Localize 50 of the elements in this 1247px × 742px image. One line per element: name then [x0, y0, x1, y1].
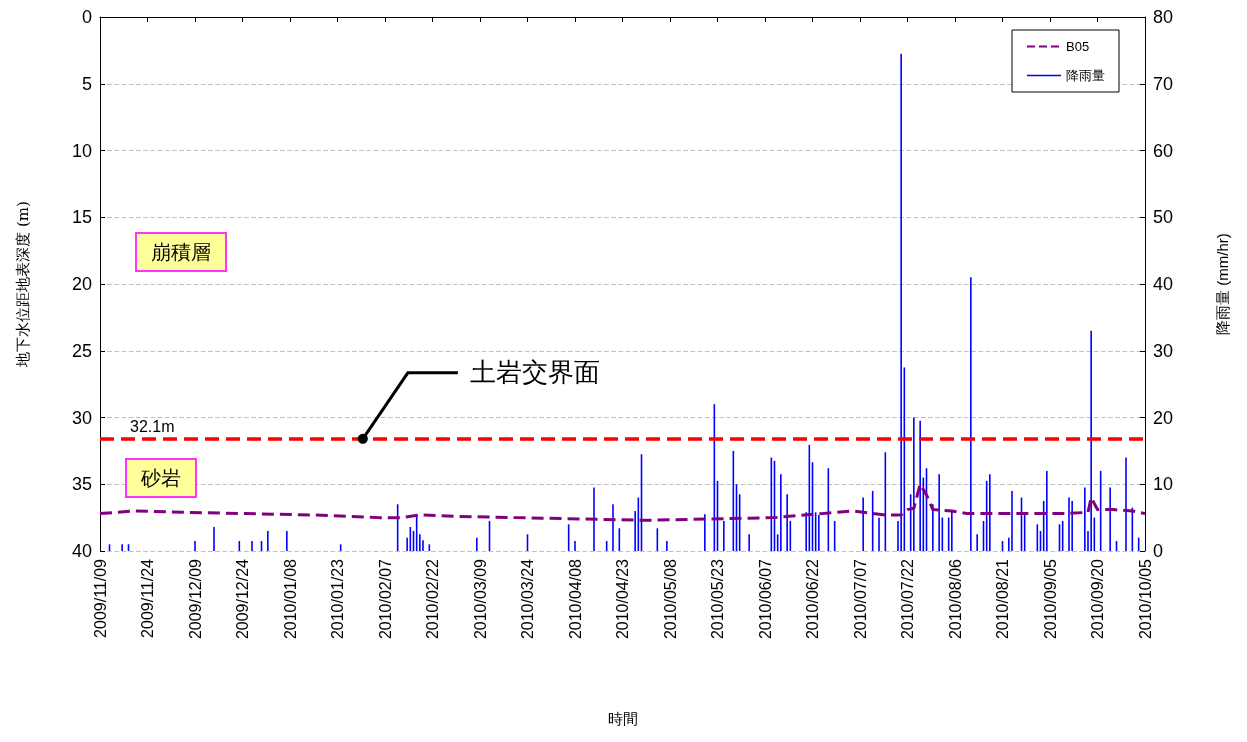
y-tick-label: 15 [71, 207, 92, 228]
x-tick-label: 2009/12/24 [234, 558, 251, 640]
x-tick-label: 2010/02/07 [376, 558, 394, 640]
x-tick-label: 2010/07/22 [899, 558, 916, 640]
y2-tick-label: 50 [1153, 207, 1174, 228]
x-tick-label: 2010/06/07 [756, 558, 774, 640]
y2-tick-label: 0 [1153, 541, 1164, 561]
x-tick-label: 2010/05/23 [709, 558, 726, 640]
x-tick-label: 2010/05/08 [661, 558, 679, 640]
y2-tick-label: 40 [1153, 274, 1174, 294]
x-tick-label: 2010/02/22 [424, 558, 441, 640]
legend-label: B05 [1066, 39, 1090, 54]
x-tick-label: 2010/08/06 [946, 558, 964, 640]
x-tick-label: 2010/04/08 [566, 558, 584, 640]
x-tick-label: 2010/03/24 [519, 558, 536, 640]
legend-label: 降雨量 [1066, 68, 1105, 83]
annotation: 土岩交界面 [469, 356, 600, 387]
annotation: 砂岩 [140, 466, 181, 490]
x-tick-label: 2010/03/09 [471, 558, 489, 640]
x-tick-label: 2010/07/07 [851, 558, 869, 640]
y2-tick-label: 60 [1153, 140, 1174, 161]
x-tick-label: 2010/09/20 [1089, 558, 1106, 640]
ref-line-label: 32.1m [130, 418, 175, 436]
y-tick-label: 0 [81, 7, 92, 27]
y-tick-label: 20 [71, 274, 92, 294]
x-tick-label: 2010/06/22 [804, 558, 821, 640]
x-tick-label: 2009/12/09 [186, 558, 204, 640]
x-tick-label: 2010/01/23 [329, 558, 346, 640]
y-tick-label: 10 [71, 140, 92, 161]
x-tick-label: 2009/11/09 [91, 558, 109, 638]
y-axis-title: 地下水位距地表深度 (m) [13, 201, 32, 368]
y2-axis-title: 降雨量 (mm/hr) [1214, 233, 1231, 335]
x-axis-title: 時間 [607, 709, 638, 728]
y-tick-label: 35 [71, 474, 92, 495]
x-tick-label: 2009/11/24 [139, 558, 156, 638]
y2-tick-label: 80 [1153, 7, 1174, 27]
y2-tick-label: 30 [1153, 340, 1174, 361]
y-tick-label: 40 [71, 541, 92, 561]
x-tick-label: 2010/04/23 [614, 558, 631, 640]
annotation: 崩積層 [151, 240, 211, 264]
x-tick-label: 2010/08/21 [994, 558, 1011, 640]
y-tick-label: 30 [71, 407, 92, 428]
y2-tick-label: 20 [1153, 407, 1174, 428]
y2-tick-label: 10 [1153, 474, 1174, 495]
x-tick-label: 2010/01/08 [281, 558, 299, 640]
y-tick-label: 5 [81, 73, 92, 94]
y2-tick-label: 70 [1153, 73, 1174, 94]
y-tick-label: 25 [71, 340, 92, 361]
x-tick-label: 2010/09/05 [1041, 558, 1059, 640]
x-tick-label: 2010/10/05 [1136, 558, 1154, 640]
